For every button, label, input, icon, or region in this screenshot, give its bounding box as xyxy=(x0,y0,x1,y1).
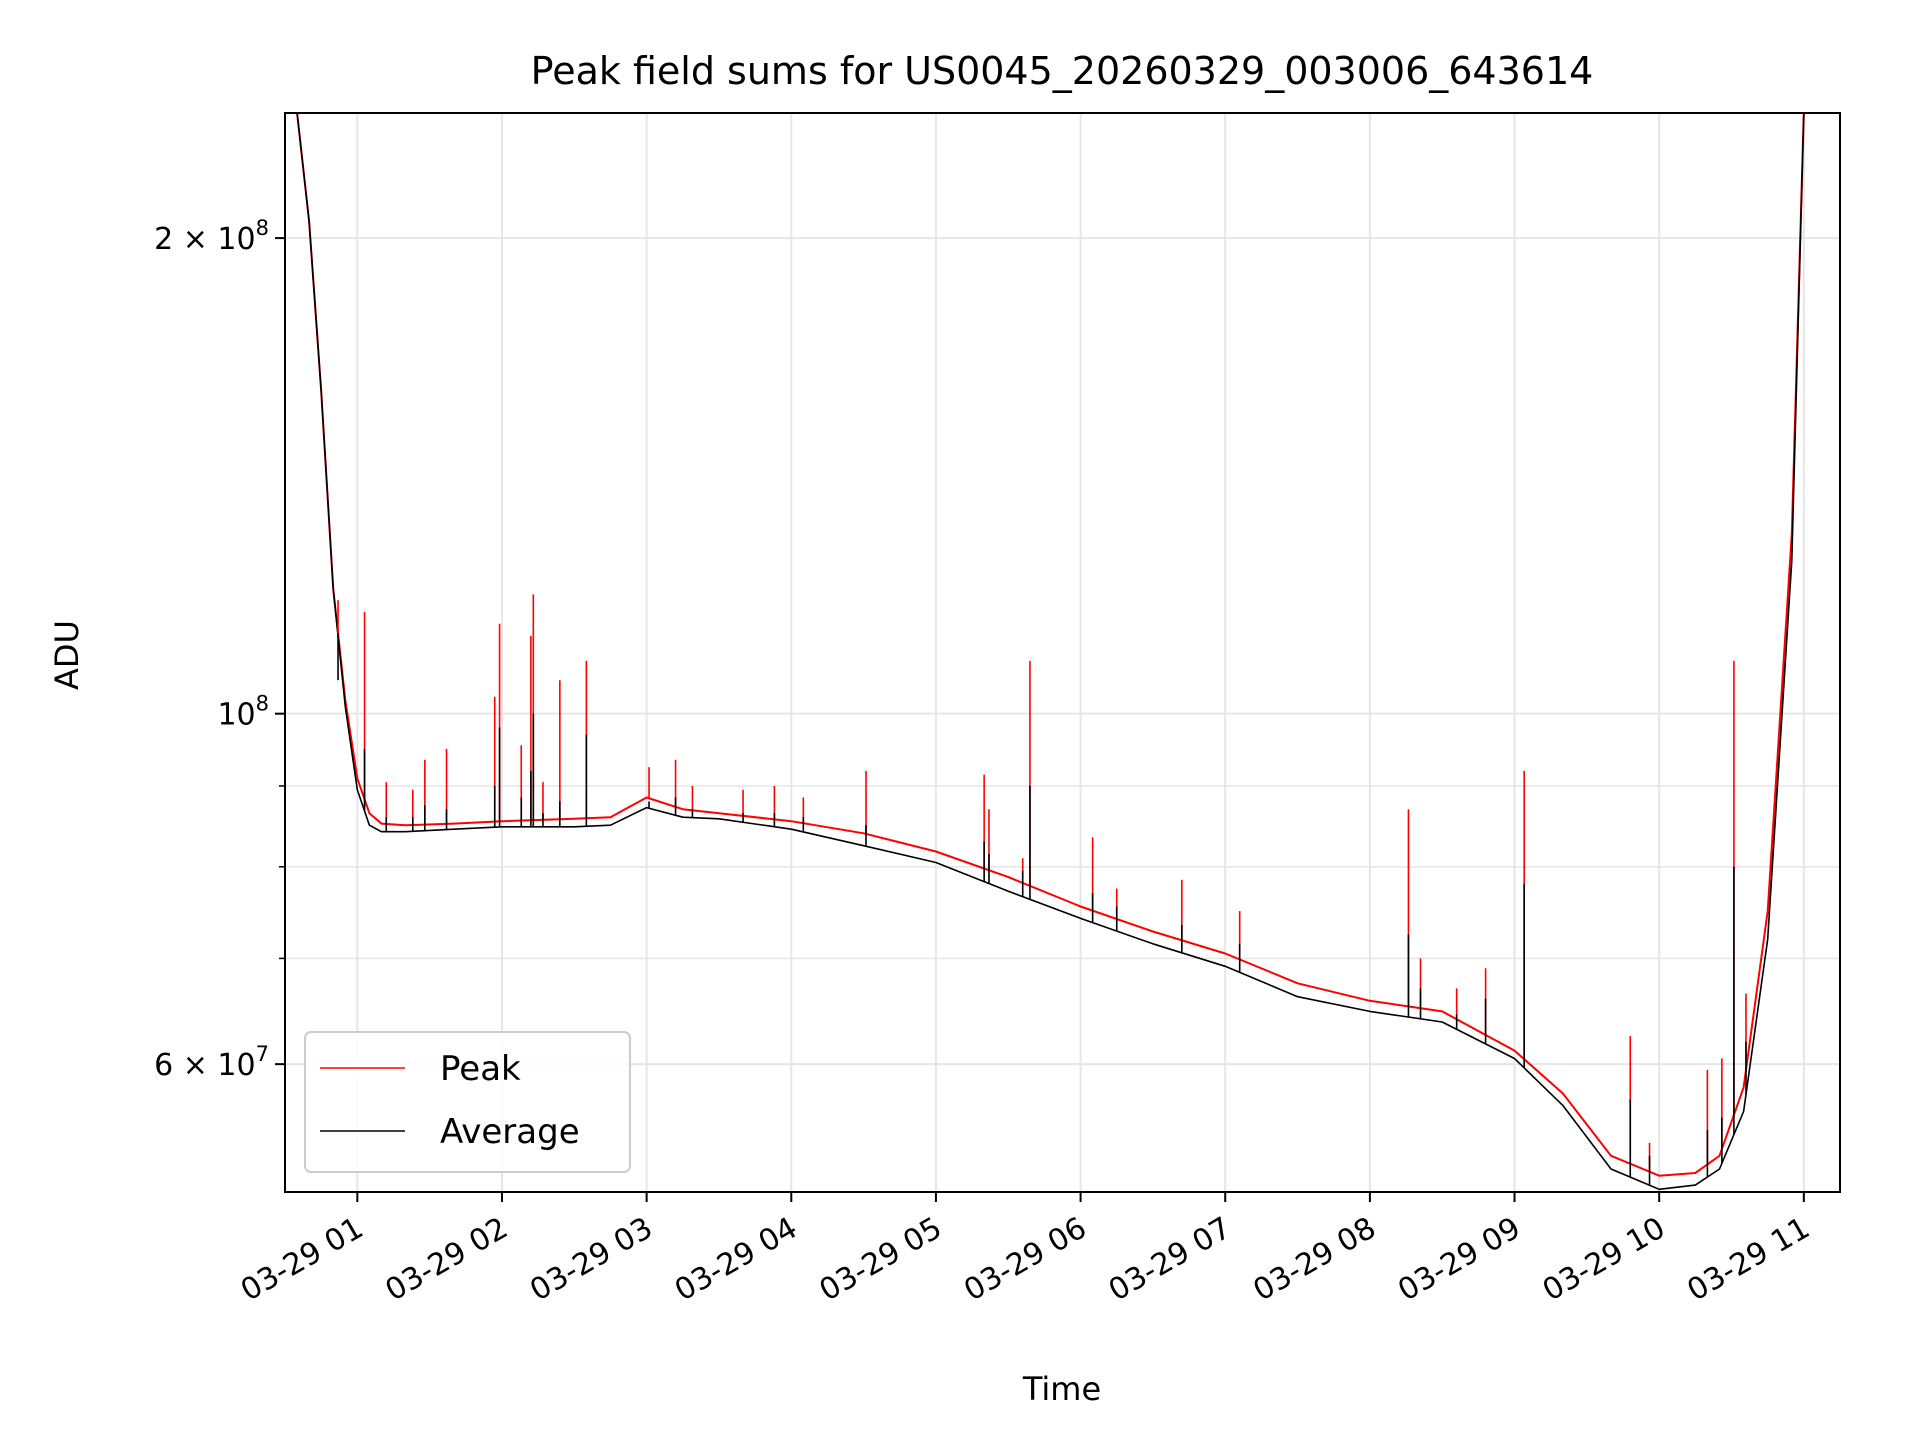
legend-average-label: Average xyxy=(440,1112,580,1152)
legend-peak-label: Peak xyxy=(440,1049,521,1089)
plot-area xyxy=(285,113,1805,1191)
series-average-line xyxy=(285,113,1805,1191)
x-axis-label: Time xyxy=(1022,1370,1101,1408)
plot-frame xyxy=(284,112,1841,1193)
legend: Peak Average xyxy=(304,1031,631,1173)
y-tick-label: 108 xyxy=(217,692,269,733)
y-tick-label: 2 × 108 xyxy=(154,216,269,257)
y-tick-label: 6 × 107 xyxy=(154,1042,269,1083)
legend-box xyxy=(304,1031,631,1173)
y-axis-label: ADU xyxy=(48,620,86,690)
grid xyxy=(285,113,1840,1192)
chart-title: Peak field sums for US0045_20260329_0030… xyxy=(531,49,1594,93)
y-axis: 2 × 108 108 6 × 107 xyxy=(154,216,285,1083)
series-peak-line xyxy=(285,113,1805,1177)
